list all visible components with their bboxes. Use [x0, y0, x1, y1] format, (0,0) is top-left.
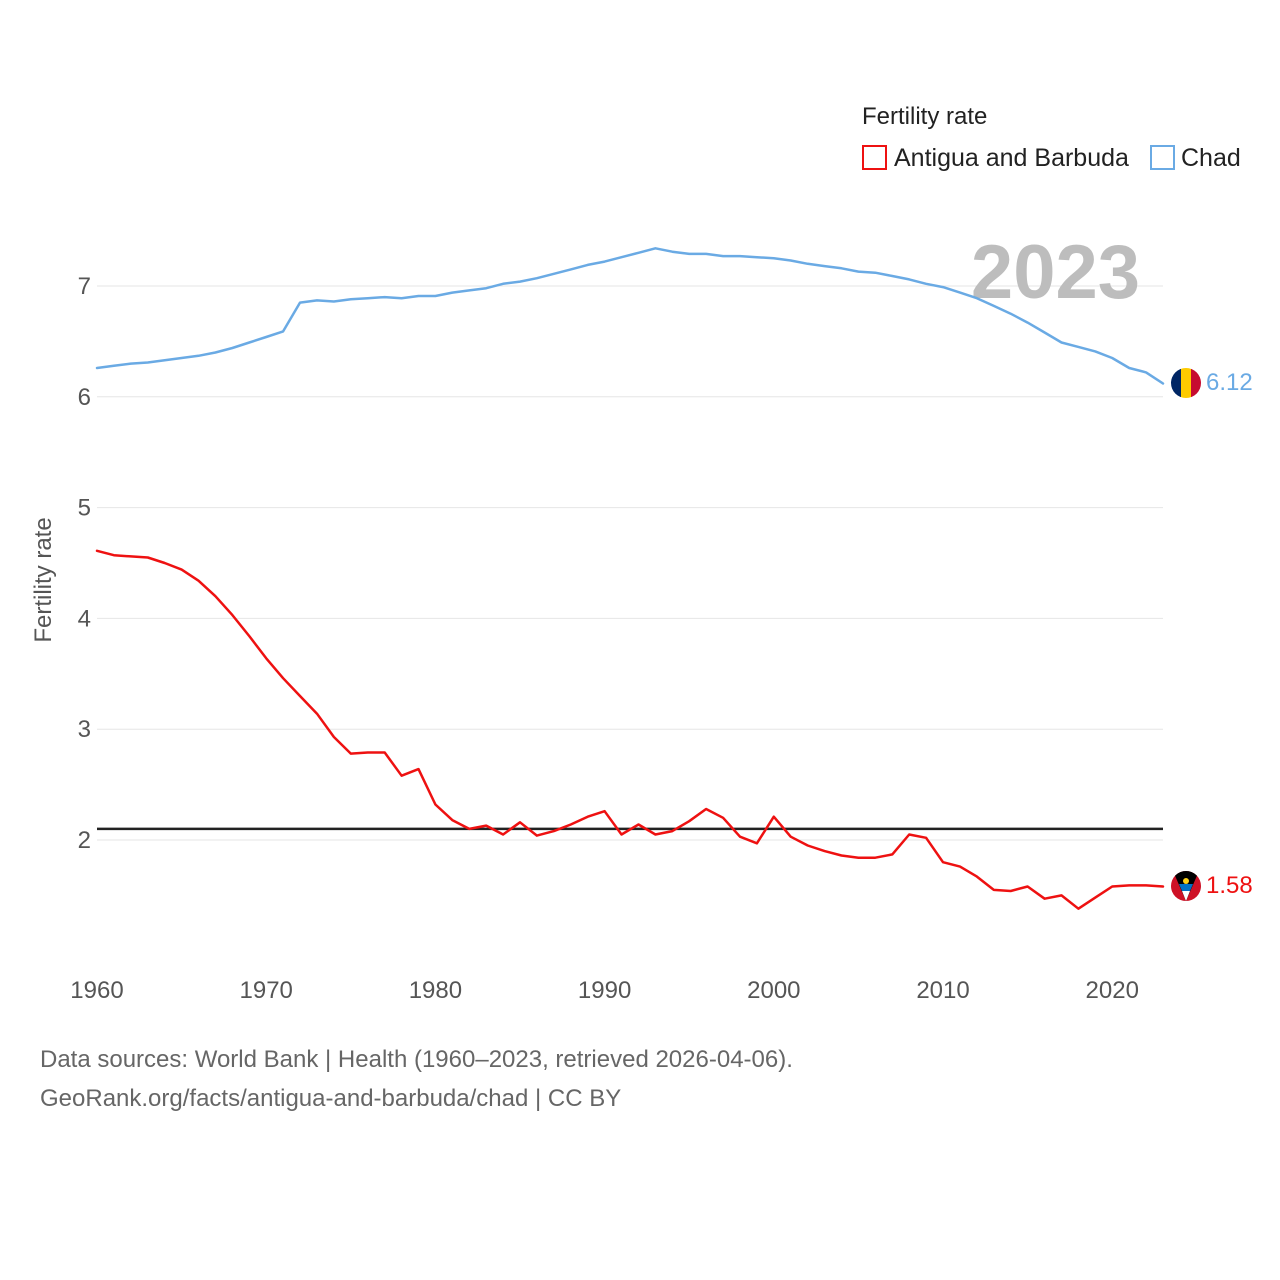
chad-flag-icon	[1171, 368, 1201, 398]
antigua-end-value: 1.58	[1206, 872, 1253, 899]
series-group	[95, 247, 1165, 910]
y-tick-2: 2	[78, 827, 91, 854]
y-tick-4: 4	[78, 605, 91, 632]
series-line-antigua[interactable]	[95, 549, 1165, 910]
fertility-rate-chart: 2 3 4 5 6 7 1960 1970 1980 1990 2000 2010 2020 2023…	[30, 103, 1253, 1004]
gridlines	[97, 285, 1163, 841]
y-tick-7: 7	[78, 273, 91, 300]
legend-title: Fertility rate	[862, 103, 987, 130]
y-axis-label: Fertility rate	[30, 517, 57, 642]
year-label: 2023	[971, 230, 1140, 315]
legend: Fertility rate Antigua and Barbuda Chad	[862, 103, 1241, 172]
x-tick-2010: 2010	[916, 977, 969, 1004]
x-tick-1990: 1990	[578, 977, 631, 1004]
legend-swatch-antigua	[862, 145, 887, 170]
x-axis-ticks: 1960 1970 1980 1990 2000 2010 2020	[70, 977, 1139, 1004]
x-tick-1980: 1980	[409, 977, 462, 1004]
x-tick-2000: 2000	[747, 977, 800, 1004]
antigua-flag-icon	[1171, 871, 1201, 901]
y-tick-5: 5	[78, 495, 91, 522]
legend-swatch-chad	[1150, 145, 1175, 170]
legend-item-antigua[interactable]: Antigua and Barbuda	[862, 144, 1129, 172]
legend-label-antigua: Antigua and Barbuda	[894, 144, 1129, 172]
chad-end-value: 6.12	[1206, 369, 1253, 396]
footer-sources: Data sources: World Bank | Health (1960–…	[40, 1046, 793, 1073]
legend-item-chad[interactable]: Chad	[1150, 144, 1241, 172]
x-tick-1960: 1960	[70, 977, 123, 1004]
series-line-chad[interactable]	[95, 247, 1165, 385]
footer-link[interactable]: GeoRank.org/facts/antigua-and-barbuda/ch…	[40, 1085, 622, 1112]
legend-label-chad: Chad	[1181, 144, 1241, 172]
y-axis-ticks: 2 3 4 5 6 7	[78, 273, 91, 854]
x-tick-1970: 1970	[240, 977, 293, 1004]
y-tick-6: 6	[78, 384, 91, 411]
y-tick-3: 3	[78, 716, 91, 743]
x-tick-2020: 2020	[1086, 977, 1139, 1004]
